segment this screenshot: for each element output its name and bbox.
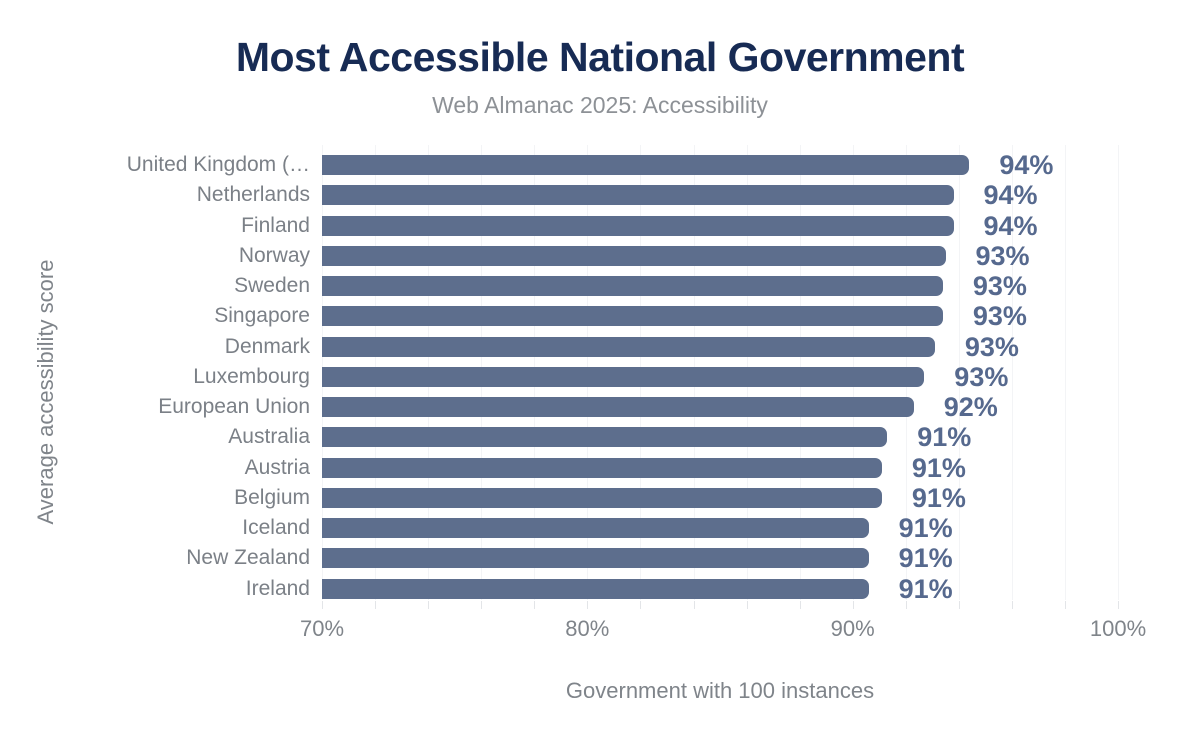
value-label: 91%	[911, 482, 966, 513]
category-label: Ireland	[245, 576, 310, 600]
category-label: Austria	[244, 455, 310, 479]
category-label: Netherlands	[196, 183, 310, 207]
axis-tick	[693, 601, 695, 609]
grid-line	[958, 145, 960, 600]
value-label: 92%	[943, 392, 998, 422]
x-tick-label: 90%	[830, 616, 875, 641]
category-label: United Kingdom (…	[126, 153, 310, 176]
axis-tick	[375, 601, 377, 609]
category-label: Belgium	[234, 485, 310, 509]
value-label: 93%	[972, 271, 1027, 301]
bar	[322, 548, 869, 569]
axis-tick	[1118, 601, 1119, 609]
bar	[322, 366, 925, 387]
x-axis-title: Government with 100 instances	[565, 678, 875, 703]
bar	[322, 518, 869, 538]
chart-title: Most Accessible National Government	[235, 34, 965, 80]
value-label: 94%	[983, 210, 1038, 241]
category-label: Denmark	[224, 334, 310, 358]
value-label: 91%	[911, 452, 966, 483]
axis-tick	[640, 601, 642, 609]
value-label: 94%	[999, 150, 1054, 180]
axis-tick	[852, 601, 854, 609]
bar	[322, 457, 882, 478]
bar	[322, 276, 943, 296]
axis-tick	[587, 601, 589, 609]
grid-line	[1118, 145, 1119, 600]
plot-area	[322, 145, 1119, 600]
bar	[322, 185, 954, 206]
category-label: European Union	[158, 395, 310, 418]
category-label: Luxembourg	[193, 364, 310, 388]
axis-tick	[428, 601, 430, 609]
bar	[322, 578, 869, 599]
category-label: Singapore	[214, 304, 310, 328]
axis-tick	[481, 601, 483, 609]
value-label: 94%	[983, 180, 1038, 211]
bar	[322, 427, 888, 448]
bar	[322, 245, 946, 266]
grid-line	[1064, 145, 1066, 600]
category-label: Iceland	[242, 516, 310, 539]
axis-tick	[958, 601, 960, 609]
grid-line	[1011, 145, 1013, 600]
bar	[322, 215, 954, 236]
value-label: 93%	[964, 331, 1019, 362]
value-label: 91%	[898, 573, 953, 604]
bar	[322, 155, 970, 175]
bar	[322, 397, 914, 417]
value-label: 91%	[898, 543, 953, 574]
category-label: Finland	[241, 213, 310, 237]
value-label: 91%	[917, 422, 972, 453]
bar	[322, 487, 882, 508]
x-tick-label: 80%	[565, 616, 610, 641]
chart-subtitle: Web Almanac 2025: Accessibility	[432, 92, 768, 118]
value-label: 93%	[972, 301, 1027, 332]
axis-tick	[746, 601, 748, 609]
category-label: Australia	[228, 425, 310, 449]
axis-tick	[322, 601, 323, 609]
axis-tick	[1064, 601, 1066, 609]
axis-tick	[534, 601, 536, 609]
bar	[322, 306, 943, 327]
axis-tick	[799, 601, 801, 609]
category-label: Sweden	[234, 274, 310, 297]
category-label: New Zealand	[186, 546, 310, 570]
value-label: 93%	[975, 240, 1030, 271]
value-label: 91%	[898, 513, 953, 543]
bar	[322, 336, 935, 357]
category-label: Norway	[238, 243, 310, 267]
value-label: 93%	[954, 361, 1009, 392]
x-tick-label: 70%	[299, 616, 345, 641]
axis-tick	[905, 601, 907, 609]
x-tick-label: 100%	[1089, 616, 1147, 641]
axis-tick	[1011, 601, 1013, 609]
